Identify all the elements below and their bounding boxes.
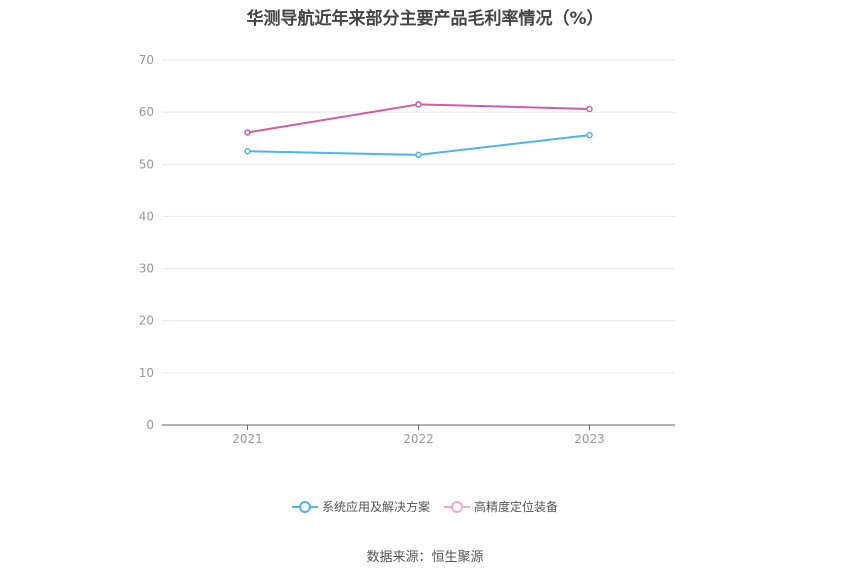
y-tick-label: 10 bbox=[139, 366, 154, 380]
data-point bbox=[244, 148, 251, 155]
legend-item-series-1[interactable]: 系统应用及解决方案 bbox=[291, 498, 430, 515]
data-point bbox=[415, 151, 422, 159]
data-point bbox=[244, 129, 251, 136]
data-source-note: 数据来源：恒生聚源 bbox=[366, 550, 484, 565]
data-point bbox=[586, 105, 593, 113]
legend-marker-series-2 bbox=[444, 500, 470, 513]
legend-label-series-1: 系统应用及解决方案 bbox=[321, 500, 430, 514]
line-chart: 0 10 20 30 40 50 60 70 2021 2022 2023 bbox=[139, 53, 675, 446]
y-tick-label: 40 bbox=[139, 209, 154, 223]
legend-label-series-2: 高精度定位装备 bbox=[474, 500, 559, 514]
x-tick-label: 2022 bbox=[403, 432, 434, 446]
chart-title: 华测导航近年来部分主要产品毛利率情况（%） bbox=[246, 9, 604, 29]
x-tick-label: 2021 bbox=[232, 432, 263, 446]
x-tick-label: 2023 bbox=[574, 432, 605, 446]
legend-item-series-2[interactable]: 高精度定位装备 bbox=[444, 498, 558, 515]
data-point bbox=[586, 131, 593, 139]
y-tick-label: 20 bbox=[139, 314, 154, 328]
y-tick-label: 60 bbox=[139, 105, 154, 119]
y-tick-label: 30 bbox=[139, 262, 154, 276]
y-tick-label: 50 bbox=[139, 157, 154, 171]
y-tick-label: 0 bbox=[146, 418, 154, 432]
legend-marker-series-1 bbox=[291, 500, 318, 513]
y-tick-label: 70 bbox=[139, 53, 154, 67]
data-point bbox=[415, 101, 422, 108]
chart-legend: 系统应用及解决方案 高精度定位装备 bbox=[0, 498, 850, 515]
series-line-2 bbox=[247, 103, 590, 134]
